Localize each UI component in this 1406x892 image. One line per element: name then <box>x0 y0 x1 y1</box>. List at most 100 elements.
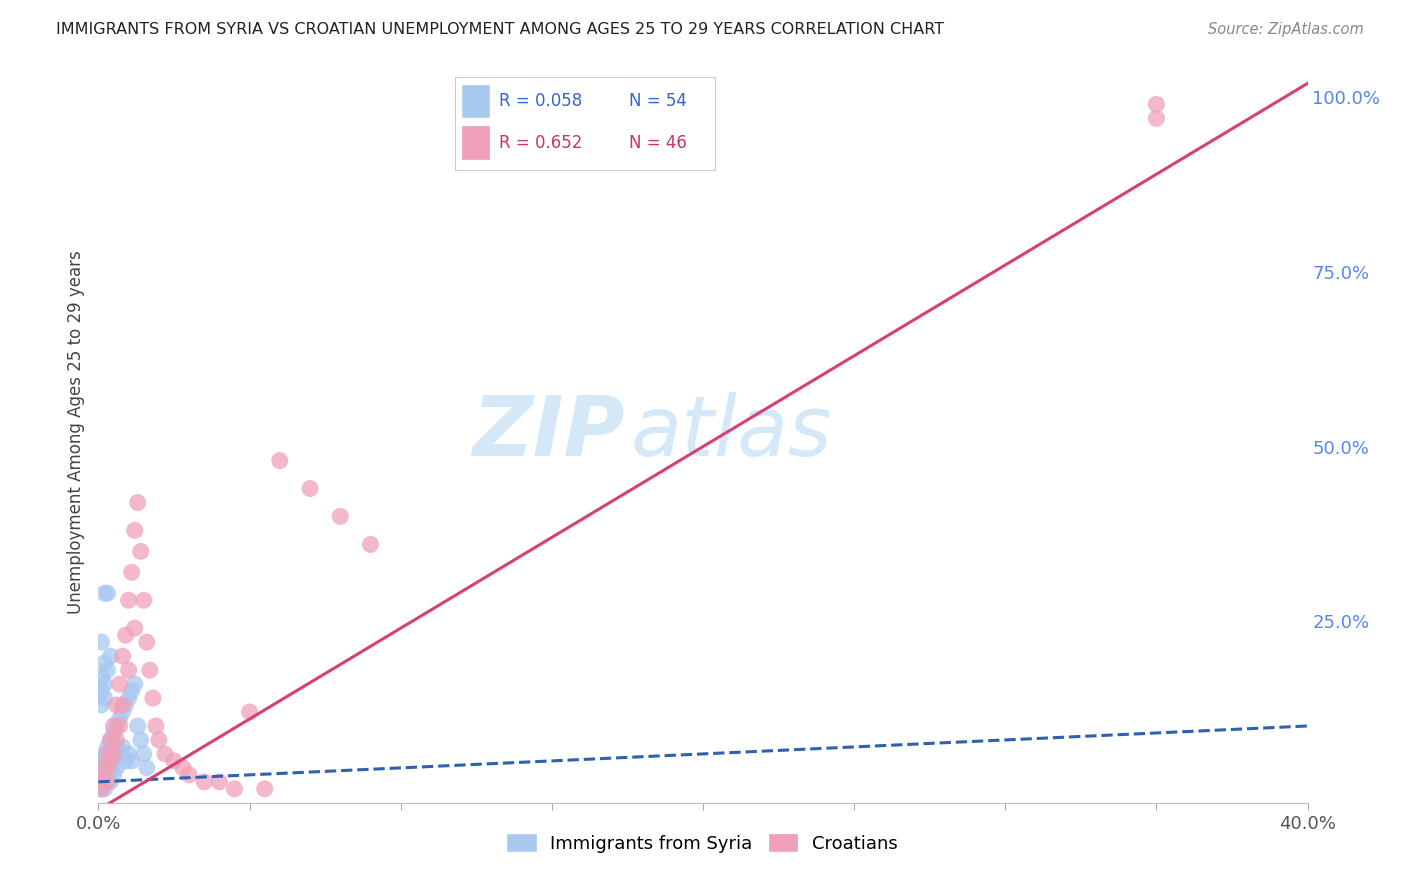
Point <box>93 747 115 761</box>
Point <box>329 509 352 524</box>
Point <box>93 775 115 789</box>
Point <box>96 747 118 761</box>
Point <box>124 621 146 635</box>
Point <box>90 754 112 768</box>
Point <box>124 677 146 691</box>
Point <box>108 747 131 761</box>
Point <box>163 754 186 768</box>
Point <box>90 635 112 649</box>
Point <box>96 586 118 600</box>
Point <box>103 768 125 782</box>
Point <box>118 747 141 761</box>
Point <box>103 747 125 761</box>
Point <box>124 524 146 538</box>
Point <box>96 761 118 775</box>
Point <box>299 482 322 496</box>
Point <box>96 754 118 768</box>
Point <box>103 726 125 740</box>
Point <box>90 670 112 684</box>
Point <box>90 775 112 789</box>
Point <box>129 733 152 747</box>
Point <box>96 739 118 754</box>
Point <box>118 593 141 607</box>
Point <box>132 593 155 607</box>
Point <box>93 768 115 782</box>
Point <box>111 649 134 664</box>
Point <box>103 739 125 754</box>
Point <box>148 733 170 747</box>
Point <box>96 761 118 775</box>
Point <box>118 663 141 677</box>
Point <box>96 663 118 677</box>
Point <box>96 775 118 789</box>
Point <box>224 781 246 796</box>
Point <box>135 761 157 775</box>
Point <box>135 635 157 649</box>
Point <box>100 733 122 747</box>
Point <box>93 754 115 768</box>
Point <box>100 775 122 789</box>
Point <box>132 747 155 761</box>
Point <box>111 739 134 754</box>
Point <box>105 739 128 754</box>
Point <box>253 781 276 796</box>
Point <box>100 733 122 747</box>
Point <box>108 712 131 726</box>
Point <box>127 719 149 733</box>
Point <box>100 761 122 775</box>
Point <box>121 754 143 768</box>
Point <box>269 453 291 467</box>
Point <box>129 544 152 558</box>
Point <box>172 761 194 775</box>
Point <box>93 677 115 691</box>
Point <box>105 733 128 747</box>
Point <box>96 768 118 782</box>
Point <box>145 719 167 733</box>
Point <box>108 677 131 691</box>
Point <box>103 719 125 733</box>
Point <box>90 684 112 698</box>
Point <box>90 781 112 796</box>
Point <box>1144 112 1167 126</box>
Point <box>127 495 149 509</box>
Point <box>121 566 143 580</box>
Text: ZIP: ZIP <box>472 392 624 473</box>
Point <box>93 586 115 600</box>
Point <box>93 761 115 775</box>
Point <box>90 698 112 712</box>
Point <box>105 719 128 733</box>
Point <box>360 537 382 551</box>
Point <box>114 628 136 642</box>
Y-axis label: Unemployment Among Ages 25 to 29 years: Unemployment Among Ages 25 to 29 years <box>66 251 84 615</box>
Point <box>111 705 134 719</box>
Point <box>90 761 112 775</box>
Point <box>100 754 122 768</box>
Point <box>93 775 115 789</box>
Text: IMMIGRANTS FROM SYRIA VS CROATIAN UNEMPLOYMENT AMONG AGES 25 TO 29 YEARS CORRELA: IMMIGRANTS FROM SYRIA VS CROATIAN UNEMPL… <box>56 22 945 37</box>
Point <box>105 698 128 712</box>
Point <box>93 691 115 706</box>
Point <box>105 761 128 775</box>
Point <box>100 649 122 664</box>
Point <box>90 775 112 789</box>
Point <box>111 698 134 712</box>
Point <box>93 656 115 670</box>
Point <box>139 663 162 677</box>
Point <box>93 781 115 796</box>
Legend: Immigrants from Syria, Croatians: Immigrants from Syria, Croatians <box>501 828 905 861</box>
Point <box>90 768 112 782</box>
Point <box>114 698 136 712</box>
Point <box>118 691 141 706</box>
Point <box>193 775 215 789</box>
Point <box>179 768 201 782</box>
Point <box>208 775 231 789</box>
Point <box>121 684 143 698</box>
Point <box>142 691 165 706</box>
Point <box>153 747 176 761</box>
Text: atlas: atlas <box>630 392 832 473</box>
Point <box>108 719 131 733</box>
Point <box>114 754 136 768</box>
Point <box>100 747 122 761</box>
Point <box>96 747 118 761</box>
Point <box>93 761 115 775</box>
